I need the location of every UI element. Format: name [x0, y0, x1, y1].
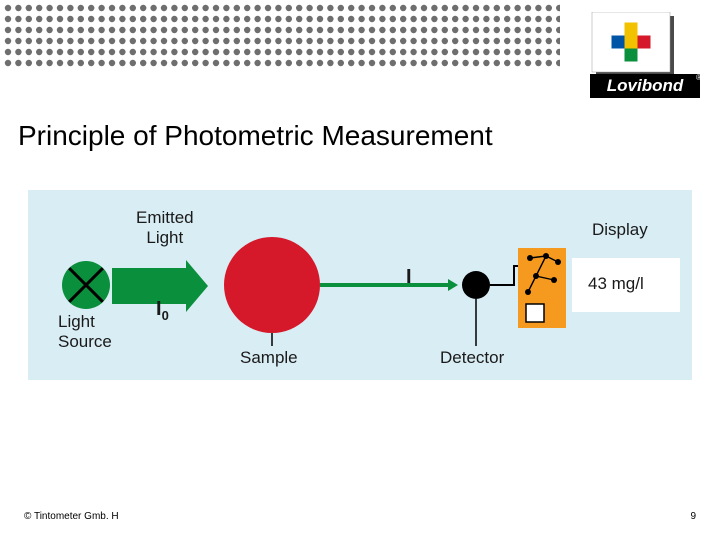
svg-text:®: ®	[696, 73, 700, 82]
logo: Lovibond ®	[590, 12, 700, 105]
label-emitted: Emitted Light	[136, 208, 194, 248]
svg-text:Lovibond: Lovibond	[607, 76, 684, 95]
label-I: I	[406, 266, 412, 289]
footer-copyright: © Tintometer Gmb. H	[24, 511, 119, 522]
dot-pattern	[0, 0, 560, 80]
label-display: Display	[592, 220, 648, 240]
page-title: Principle of Photometric Measurement	[18, 120, 493, 152]
label-sample: Sample	[240, 348, 298, 368]
display-reading: 43 mg/l	[588, 274, 644, 294]
footer-page: 9	[690, 511, 696, 522]
diagram: Emitted Light Light Source Sample Detect…	[28, 190, 692, 380]
label-lightsource: Light Source	[58, 312, 112, 352]
label-I0: I0	[156, 298, 169, 323]
label-detector: Detector	[440, 348, 504, 368]
logo-svg: Lovibond ®	[590, 12, 700, 100]
